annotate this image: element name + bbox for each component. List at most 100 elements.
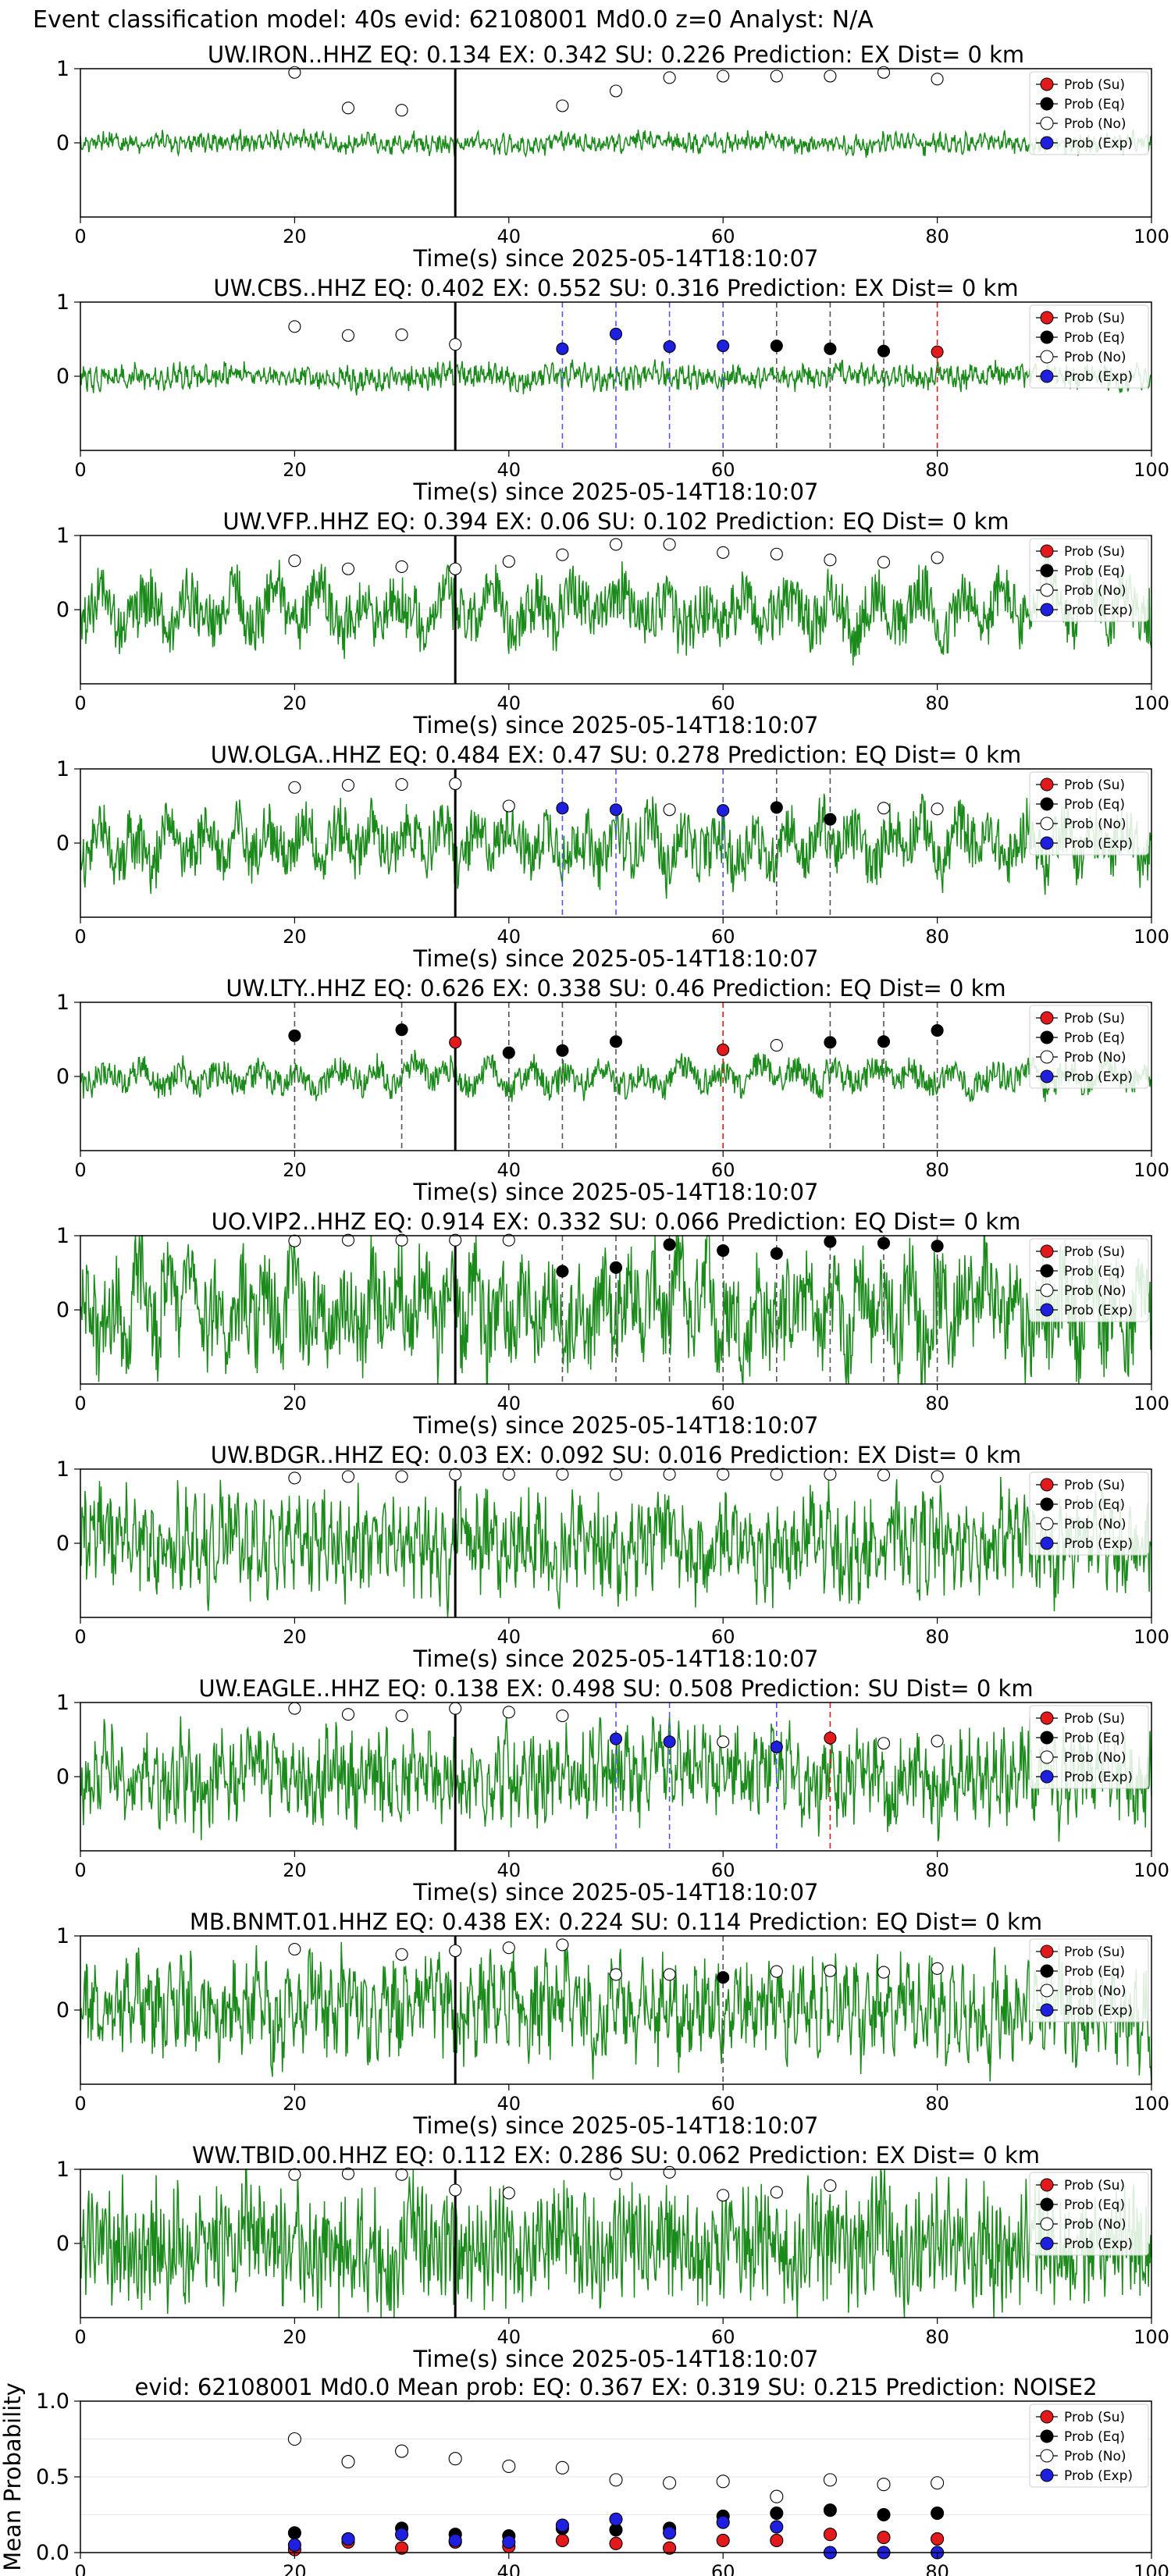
panel-11-ytick-label: 0.5	[36, 2465, 69, 2489]
panel-3-xtick-label: 60	[711, 692, 735, 714]
panel-5-prob-point-eq	[931, 1024, 944, 1037]
panel-6-title: UO.VIP2..HHZ EQ: 0.914 EX: 0.332 SU: 0.0…	[212, 1208, 1021, 1235]
panel-3-ytick-label: 1	[56, 524, 69, 548]
panel-8-xtick-label: 40	[497, 1859, 521, 1881]
legend-label: Prob (Eq)	[1064, 2197, 1125, 2213]
panel-5-xtick-label: 60	[711, 1159, 735, 1181]
panel-11-point-eq	[287, 2526, 301, 2540]
panel-10-prob-point-no	[824, 2179, 837, 2192]
legend-marker	[1040, 1283, 1054, 1297]
panel-11-point-su	[395, 2541, 409, 2555]
legend-label: Prob (Eq)	[1064, 1264, 1125, 1279]
panel-1-prob-point-no	[288, 66, 301, 79]
panel-5-prob-point-no	[770, 1039, 783, 1052]
panel-7-prob-point-no	[877, 1468, 891, 1482]
panel-1-ytick-label: 1	[56, 57, 69, 81]
panel-9: MB.BNMT.01.HHZ EQ: 0.438 EX: 0.224 SU: 0…	[56, 1909, 1169, 2139]
panel-11-point-exp	[448, 2533, 462, 2548]
panel-6-ytick-label: 1	[56, 1224, 69, 1248]
panel-9-xtick-label: 100	[1134, 2093, 1169, 2115]
legend-marker	[1040, 1478, 1054, 1492]
panel-9-xlabel: Time(s) since 2025-05-14T18:10:07	[413, 2112, 819, 2139]
panel-7-prob-point-no	[395, 1470, 408, 1483]
panel-11-xtick-label: 80	[925, 2561, 949, 2576]
panel-8-title: UW.EAGLE..HHZ EQ: 0.138 EX: 0.498 SU: 0.…	[198, 1675, 1033, 1702]
panel-8: UW.EAGLE..HHZ EQ: 0.138 EX: 0.498 SU: 0.…	[56, 1675, 1169, 1905]
legend-label: Prob (No)	[1064, 1750, 1127, 1766]
legend-marker	[1040, 1264, 1054, 1278]
legend-label: Prob (Eq)	[1064, 1497, 1125, 1513]
panel-9-prob-point-no	[824, 1964, 837, 1977]
panel-8-prob-point-no	[449, 1702, 462, 1715]
legend-label: Prob (No)	[1064, 1050, 1127, 1066]
panel-2-xtick-label: 80	[925, 459, 949, 481]
legend-marker	[1040, 1964, 1054, 1978]
legend-marker	[1040, 1303, 1054, 1317]
panel-1-prob-point-no	[931, 73, 944, 86]
panel-10-prob-point-no	[663, 2165, 676, 2179]
legend-box	[1029, 304, 1149, 389]
legend-box	[1029, 2172, 1149, 2256]
panel-11-xtick-label: 100	[1134, 2561, 1169, 2576]
panel-10-xtick-label: 40	[497, 2326, 521, 2348]
legend-box	[1029, 1938, 1149, 2023]
panel-7-prob-point-no	[824, 1468, 837, 1481]
legend-label: Prob (Exp)	[1064, 1303, 1133, 1318]
panel-2-xtick-label: 60	[711, 459, 735, 481]
panel-4-xtick-label: 100	[1134, 926, 1169, 948]
panel-6-xlabel: Time(s) since 2025-05-14T18:10:07	[413, 1412, 819, 1439]
panel-9-ytick-label: 0	[56, 1998, 69, 2023]
panel-10-waveform	[80, 2169, 1152, 2318]
panel-11-point-exp	[663, 2526, 677, 2540]
panel-11-point-su	[823, 2528, 837, 2542]
panel-6: UO.VIP2..HHZ EQ: 0.914 EX: 0.332 SU: 0.0…	[56, 1208, 1169, 1439]
panel-7-prob-point-no	[502, 1468, 515, 1481]
panel-11-point-no	[770, 2489, 784, 2503]
panel-2-prob-point-exp	[717, 339, 730, 353]
legend-marker	[1040, 836, 1054, 850]
panel-8-prob-point-no	[341, 1708, 355, 1721]
panel-7-xtick-label: 100	[1134, 1626, 1169, 1648]
legend-label: Prob (Exp)	[1064, 603, 1133, 618]
panel-9-prob-point-eq	[717, 1971, 730, 1984]
panel-10-ytick-label: 1	[56, 2158, 69, 2182]
legend-marker	[1040, 2197, 1054, 2211]
legend-label: Prob (Eq)	[1064, 1030, 1125, 1046]
panel-11-point-exp	[770, 2520, 784, 2534]
panel-2-prob-point-exp	[663, 340, 676, 354]
legend-label: Prob (Su)	[1064, 544, 1125, 560]
panel-9-prob-point-no	[770, 1965, 783, 1978]
panel-10-ytick-label: 0	[56, 2232, 69, 2256]
legend-marker	[1040, 350, 1054, 364]
panel-6-xtick-label: 0	[74, 1393, 86, 1414]
panel-3-xtick-label: 80	[925, 692, 949, 714]
panel-4-prob-point-no	[449, 777, 462, 791]
panel-6-prob-point-no	[449, 1233, 462, 1247]
legend-marker	[1040, 97, 1054, 111]
panel-6-prob-point-eq	[824, 1235, 837, 1248]
legend-marker	[1040, 1984, 1054, 1998]
legend-marker	[1040, 797, 1054, 811]
panel-2-xtick-label: 0	[74, 459, 86, 481]
panel-1-prob-point-no	[877, 66, 891, 79]
panel-1-legend: Prob (Su) Prob (Eq) Prob (No) Prob (Exp)	[1029, 71, 1149, 155]
panel-5-prob-point-eq	[877, 1035, 891, 1048]
panel-6-xtick-label: 60	[711, 1393, 735, 1414]
panel-3-prob-point-no	[770, 547, 783, 560]
panel-8-prob-point-no	[717, 1735, 730, 1749]
panel-11-ytick-label: 0.0	[36, 2541, 69, 2565]
panel-9-prob-point-no	[931, 1962, 944, 1975]
legend-marker	[1040, 1711, 1054, 1725]
panel-6-prob-point-no	[288, 1234, 301, 1247]
panel-5: UW.LTY..HHZ EQ: 0.626 EX: 0.338 SU: 0.46…	[56, 975, 1169, 1205]
panel-7-prob-point-no	[717, 1468, 730, 1481]
panel-3-xtick-label: 0	[74, 692, 86, 714]
legend-marker	[1040, 2178, 1054, 2192]
panel-2: UW.CBS..HHZ EQ: 0.402 EX: 0.552 SU: 0.31…	[56, 275, 1169, 505]
legend-marker	[1040, 2429, 1054, 2443]
panel-4-prob-point-no	[877, 802, 891, 815]
panel-1-prob-point-no	[395, 104, 408, 117]
legend-label: Prob (No)	[1064, 2449, 1127, 2464]
panel-8-xtick-label: 100	[1134, 1859, 1169, 1881]
panel-8-xtick-label: 0	[74, 1859, 86, 1881]
